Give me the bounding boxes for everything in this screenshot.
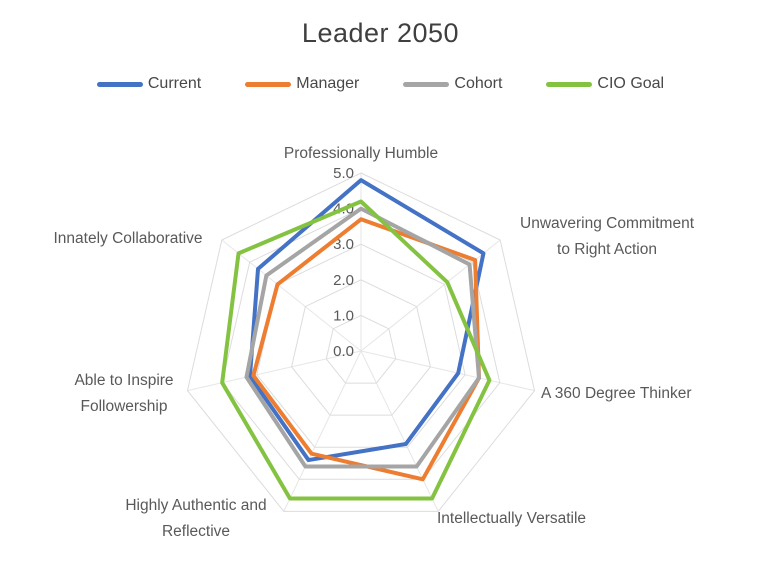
radar-spoke (360, 239, 501, 352)
legend-swatch-icon (546, 81, 593, 87)
radial-tick-label: 3.0 (333, 236, 354, 253)
radar-spoke (221, 239, 362, 352)
series-current (247, 178, 486, 463)
legend-label: CIO Goal (597, 75, 665, 92)
category-label: Innately Collaborative (53, 230, 203, 247)
category-label: Able to Inspire Followership (74, 372, 174, 415)
category-label: Professionally Humble (283, 145, 439, 162)
legend-item-current: Current (96, 75, 202, 93)
chart-title: Leader 2050 (301, 18, 460, 48)
radar-spoke (360, 350, 535, 392)
legend-label: Current (147, 75, 202, 92)
radial-tick-label: 1.0 (333, 307, 354, 324)
radial-tick-label: 5.0 (333, 165, 354, 182)
legend-swatch-icon (96, 81, 143, 87)
legend-item-cio-goal: CIO Goal (546, 75, 664, 93)
radar-spoke (360, 350, 439, 512)
radial-tick-label: 2.0 (333, 272, 354, 289)
radar-spoke (187, 350, 362, 392)
legend-label: Cohort (454, 75, 503, 92)
legend-swatch-icon (245, 81, 292, 87)
category-label: Highly Authentic and Reflective (125, 497, 267, 540)
legend-label: Manager (296, 75, 360, 92)
category-label: A 360 Degree Thinker (541, 385, 692, 402)
chart-legend: Current Manager Cohort CIO Goal (0, 75, 761, 93)
category-label: Unwavering Commitment to Right Action (520, 215, 694, 258)
radar-gridline-ring (325, 314, 397, 384)
legend-swatch-icon (403, 81, 450, 87)
legend-item-cohort: Cohort (403, 75, 502, 93)
series-cio-goal (220, 199, 492, 501)
radar-gridline-ring (186, 172, 536, 512)
radial-tick-label: 0.0 (333, 343, 354, 360)
radar-gridline-ring (291, 279, 431, 416)
series-cohort (244, 206, 482, 469)
category-label: Intellectually Versatile (437, 510, 587, 527)
radar-spoke (283, 350, 362, 512)
legend-item-manager: Manager (245, 75, 359, 93)
